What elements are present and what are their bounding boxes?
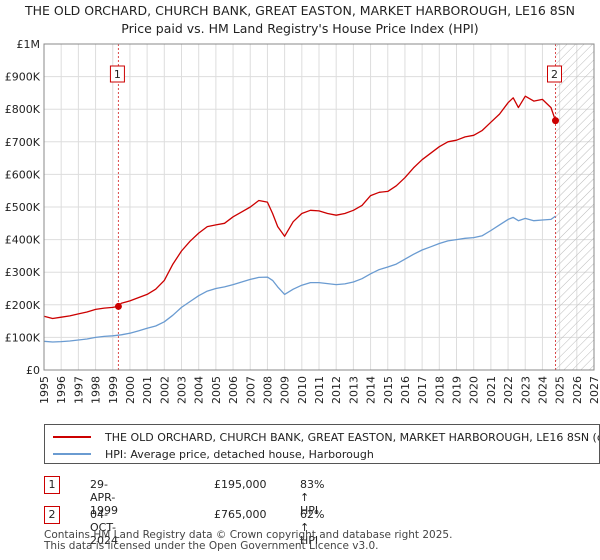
plot-frame xyxy=(43,43,595,371)
transaction-point xyxy=(552,117,559,125)
legend: THE OLD ORCHARD, CHURCH BANK, GREAT EAST… xyxy=(44,424,600,464)
x-tick-label: 1998 xyxy=(90,376,103,404)
x-tick-label: 2002 xyxy=(158,376,171,404)
transaction-hpi-change: 83% ↑ HPI xyxy=(300,478,325,517)
x-tick-label: 2016 xyxy=(399,376,412,404)
x-tick-label: 2009 xyxy=(279,376,292,404)
x-tick-label: 1995 xyxy=(38,376,51,404)
transaction-price: £195,000 xyxy=(214,478,267,491)
chart-title-block: THE OLD ORCHARD, CHURCH BANK, GREAT EAST… xyxy=(0,2,600,38)
footer: Contains HM Land Registry data © Crown c… xyxy=(44,530,452,552)
x-tick-label: 2015 xyxy=(382,376,395,404)
x-tick-label: 2008 xyxy=(261,376,274,404)
x-tick-label: 2024 xyxy=(536,376,549,404)
x-tick-label: 2012 xyxy=(330,376,343,404)
y-tick-label: £800K xyxy=(5,103,41,116)
footer-copyright: Contains HM Land Registry data © Crown c… xyxy=(44,529,453,541)
x-tick-label: 2014 xyxy=(365,376,378,404)
y-tick-label: £300K xyxy=(5,266,41,279)
y-tick-label: £400K xyxy=(5,234,41,247)
x-tick-label: 2011 xyxy=(313,376,326,404)
x-tick-label: 2007 xyxy=(244,376,257,404)
forecast-hatch xyxy=(555,44,594,370)
x-tick-label: 2017 xyxy=(416,376,429,404)
x-tick-label: 2019 xyxy=(451,376,464,404)
transaction-point xyxy=(114,302,122,310)
y-tick-label: £100K xyxy=(5,331,41,344)
transaction-price: £765,000 xyxy=(214,508,267,521)
transaction-hpi-change: 62% ↑ HPI xyxy=(300,508,325,547)
y-tick-label: £0 xyxy=(26,364,40,377)
x-tick-label: 2010 xyxy=(296,376,309,404)
x-tick-label: 2001 xyxy=(141,376,154,404)
legend-swatch-property xyxy=(53,436,91,438)
y-tick-label: £700K xyxy=(5,136,41,149)
legend-label-property: THE OLD ORCHARD, CHURCH BANK, GREAT EAST… xyxy=(105,430,599,444)
transaction-number-badge: 1 xyxy=(44,476,60,494)
transaction-label-box xyxy=(547,65,562,83)
x-tick-label: 2013 xyxy=(347,376,360,404)
x-tick-label: 2003 xyxy=(176,376,189,404)
legend-item-hpi: HPI: Average price, detached house, Harb… xyxy=(53,446,374,462)
x-tick-label: 1999 xyxy=(107,376,120,404)
price-chart: 1 2 £0 £100K £200K £300K £400K £500K £600K £700K… xyxy=(5,38,600,404)
x-tick-label: 2020 xyxy=(468,376,481,404)
footer-licence: This data is licensed under the Open Gov… xyxy=(44,540,379,552)
y-tick-label: £600K xyxy=(5,168,41,181)
transaction-number-badge: 2 xyxy=(44,506,60,524)
x-tick-label: 2005 xyxy=(210,376,223,404)
x-tick-label: 2000 xyxy=(124,376,137,404)
x-tick-label: 2026 xyxy=(571,376,584,404)
transaction-date: 29-APR-1999 xyxy=(90,478,118,517)
transaction-date: 04-OCT-2024 xyxy=(90,508,118,547)
legend-swatch-hpi xyxy=(53,453,91,455)
x-tick-label: 2027 xyxy=(588,376,600,404)
y-tick-label: £1M xyxy=(17,38,41,51)
x-tick-label: 2018 xyxy=(433,376,446,404)
legend-label-hpi: HPI: Average price, detached house, Harb… xyxy=(105,447,374,461)
x-tick-label: 1997 xyxy=(72,376,85,404)
y-tick-label: £500K xyxy=(5,201,41,214)
transaction-label: 1 xyxy=(114,68,121,81)
x-tick-label: 2006 xyxy=(227,376,240,404)
x-tick-label: 2023 xyxy=(519,376,532,404)
x-tick-label: 2021 xyxy=(485,376,498,404)
chart-title: THE OLD ORCHARD, CHURCH BANK, GREAT EAST… xyxy=(24,3,576,18)
x-tick-label: 2025 xyxy=(554,376,567,404)
x-tick-label: 1996 xyxy=(55,376,68,404)
y-tick-label: £200K xyxy=(5,299,41,312)
transaction-label-box xyxy=(109,65,125,83)
hpi-series-line xyxy=(43,215,556,343)
property-series-line xyxy=(43,95,557,320)
transaction-label: 2 xyxy=(551,68,558,81)
x-tick-label: 2022 xyxy=(502,376,515,404)
y-tick-label: £900K xyxy=(5,71,41,84)
x-tick-label: 2004 xyxy=(193,376,206,404)
chart-subtitle: Price paid vs. HM Land Registry's House … xyxy=(121,21,479,36)
legend-item-property: THE OLD ORCHARD, CHURCH BANK, GREAT EAST… xyxy=(53,429,599,445)
